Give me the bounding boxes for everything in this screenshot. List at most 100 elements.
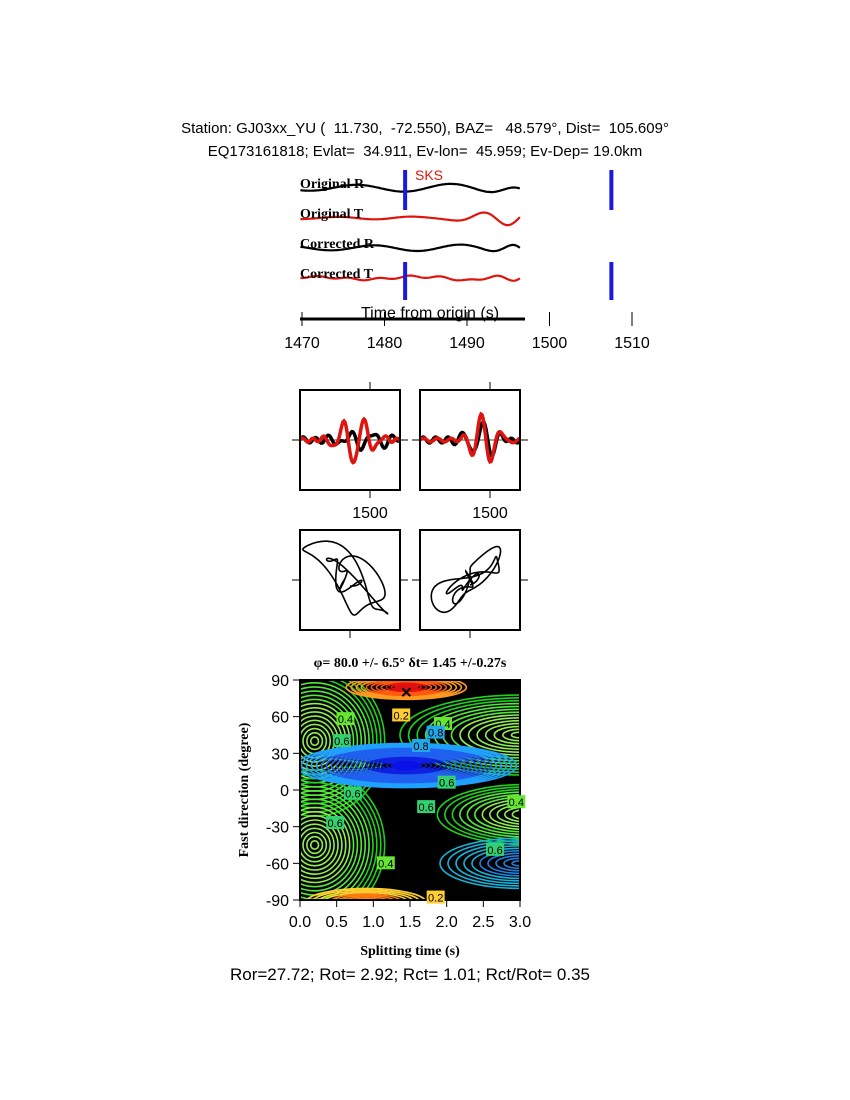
contour-panel: φ= 80.0 +/- 6.5° δt= 1.45 +/-0.27s 0.4 0.…: [237, 656, 531, 959]
contour-bottom-maximum-ring-4: [342, 896, 390, 900]
contour-left-lower-ring-5: [300, 823, 335, 867]
best-fit-marker: [401, 687, 412, 697]
contour-label-1: 0.2: [394, 710, 409, 722]
contour-bottom-maximum-ring-5: [336, 894, 396, 900]
contour-right-upper-ring-2: [502, 728, 520, 742]
particle-motion-original-line: [302, 540, 389, 616]
contour-xtick-label-1: 0.5: [326, 914, 348, 931]
trace-label-corrected-r: Corrected R: [300, 237, 375, 252]
footer-ratios: Ror=27.72; Rot= 2.92; Rct= 1.01; Rct/Rot…: [230, 965, 590, 984]
contour-left-lower-ring-14: [300, 785, 370, 900]
contour-minimum-ring-22: [300, 742, 518, 789]
contour-label-10: 0.6: [328, 818, 343, 830]
contour-bottom-maximum-ring-10: [305, 887, 427, 900]
contour-top-maximum-ring-8: [365, 680, 448, 697]
contour-bottom-maximum-ring-3: [349, 897, 383, 900]
contour-left-lower-ring-9: [300, 806, 351, 884]
contour-right-mid-ring-11: [444, 786, 520, 843]
contour-ytick-label-3: 0: [280, 783, 289, 800]
contour-right-mid-ring-1: [519, 812, 520, 817]
contour-minimum-ring-18: [315, 746, 498, 785]
contour-right-mid-ring-10: [451, 788, 520, 841]
contour-right-lower-ring-4: [487, 852, 520, 875]
contour-right-lower-ring-10: [439, 837, 520, 890]
contour-left-lower-ring-2: [306, 835, 324, 855]
trace-line-3: [300, 243, 521, 253]
contour-label-bg-4: [426, 725, 445, 739]
contour-label-bg-13: [426, 890, 445, 904]
contour-minimum-ring-10: [355, 754, 458, 777]
contour-right-mid-ring-4: [496, 803, 520, 825]
contour-ytick-label-6: -90: [266, 893, 289, 910]
contour-bottom-maximum-ring-6: [330, 893, 402, 900]
header-station: Station: GJ03xx_YU ( 11.730, -72.550), B…: [181, 120, 669, 137]
contour-right-lower-ring-9: [447, 840, 520, 887]
contour-xtick-label-0: 0.0: [289, 914, 311, 931]
window-tick-label-right: 1500: [472, 505, 508, 522]
contour-left-lower-ring-1: [309, 840, 320, 850]
contour-minimum-ring-11: [350, 753, 463, 778]
contour-label-12: 0.4: [378, 858, 393, 870]
contour-label-6: 0.6: [439, 778, 454, 790]
particle-panel-original-frame: [299, 529, 401, 631]
contour-minimum-ring-13: [340, 751, 473, 780]
time-tick-label-4: 1510: [614, 335, 650, 352]
contour-y-axis-label: Fast direction (degree): [237, 722, 252, 857]
contour-right-upper-ring-7: [459, 714, 520, 756]
contour-label-bg-7: [343, 786, 362, 800]
contour-right-upper-ring-14: [399, 694, 520, 776]
contour-left-lower-ring-11: [300, 798, 359, 892]
contour-right-mid-ring-5: [489, 801, 520, 828]
contour-xtick-label-6: 3.0: [509, 914, 531, 931]
contour-left-lower-ring-3: [302, 831, 328, 859]
contour-minimum-ring-21: [300, 743, 513, 788]
contour-right-lower-ring-2: [503, 857, 520, 870]
contour-title: φ= 80.0 +/- 6.5° δt= 1.45 +/-0.27s: [314, 656, 507, 671]
contour-left-upper-ring-2: [306, 731, 324, 751]
time-tick-label-3: 1500: [532, 335, 568, 352]
contour-top-maximum-ring-10: [355, 680, 458, 699]
contour-minimum-ring-20: [305, 744, 508, 787]
contour-minimum-ring-15: [330, 749, 483, 782]
contour-label-4: 0.8: [428, 728, 443, 740]
time-tick-label-2: 1490: [449, 335, 485, 352]
contour-ytick-label-2: 30: [271, 746, 289, 763]
trace-label-corrected-t: Corrected T: [300, 267, 374, 282]
contour-label-bg-9: [507, 795, 526, 809]
windowed-waveform-panels: 1500 1500: [292, 382, 528, 522]
contour-bottom-maximum-ring-8: [318, 890, 414, 900]
contour-ytick-label-5: -60: [266, 856, 289, 873]
contour-left-lower-ring-8: [300, 810, 347, 880]
trace-line-4: [300, 274, 521, 282]
contour-ytick-label-4: -30: [266, 820, 289, 837]
contour-top-maximum-ring-12: [345, 680, 468, 701]
contour-right-mid-ring-7: [474, 796, 520, 833]
contour-label-5: 0.8: [413, 741, 428, 753]
contour-x-axis-label: Splitting time (s): [360, 944, 460, 959]
contour-left-lower-ring-6: [300, 819, 339, 871]
contour-xtick-label-3: 1.5: [399, 914, 421, 931]
contour-ytick-label-1: 60: [271, 710, 289, 727]
contour-bottom-maximum-ring-9: [312, 889, 420, 900]
contour-bottom-maximum-ring-7: [324, 891, 408, 900]
contour-label-9: 0.4: [509, 797, 524, 809]
contour-right-lower-ring-8: [455, 842, 520, 885]
traces-panel: Original R Original T Corrected R Correc…: [284, 167, 650, 352]
contour-label-8: 0.6: [418, 802, 433, 814]
contour-left-lower-ring-15: [300, 781, 374, 900]
contour-label-3: 0.6: [334, 736, 349, 748]
window-corrected-transverse-line: [420, 411, 520, 465]
contour-minimum-core: [392, 760, 421, 771]
contour-minimum-ring-14: [335, 750, 478, 781]
contour-bottom-maximum-ring-1: [360, 901, 372, 904]
particle-motion-corrected-line: [430, 545, 502, 614]
contour-xtick-label-4: 2.0: [436, 914, 458, 931]
contour-minimum-ring-7: [370, 757, 443, 774]
window-tick-label-left: 1500: [352, 505, 388, 522]
contour-right-upper-ring-6: [467, 717, 520, 753]
contour-label-11: 0.6: [487, 845, 502, 857]
contour-ytick-label-0: 90: [271, 673, 289, 690]
time-tick-label-0: 1470: [284, 335, 320, 352]
trace-label-original-t: Original T: [300, 207, 364, 222]
contour-left-lower-ring-10: [300, 802, 355, 888]
